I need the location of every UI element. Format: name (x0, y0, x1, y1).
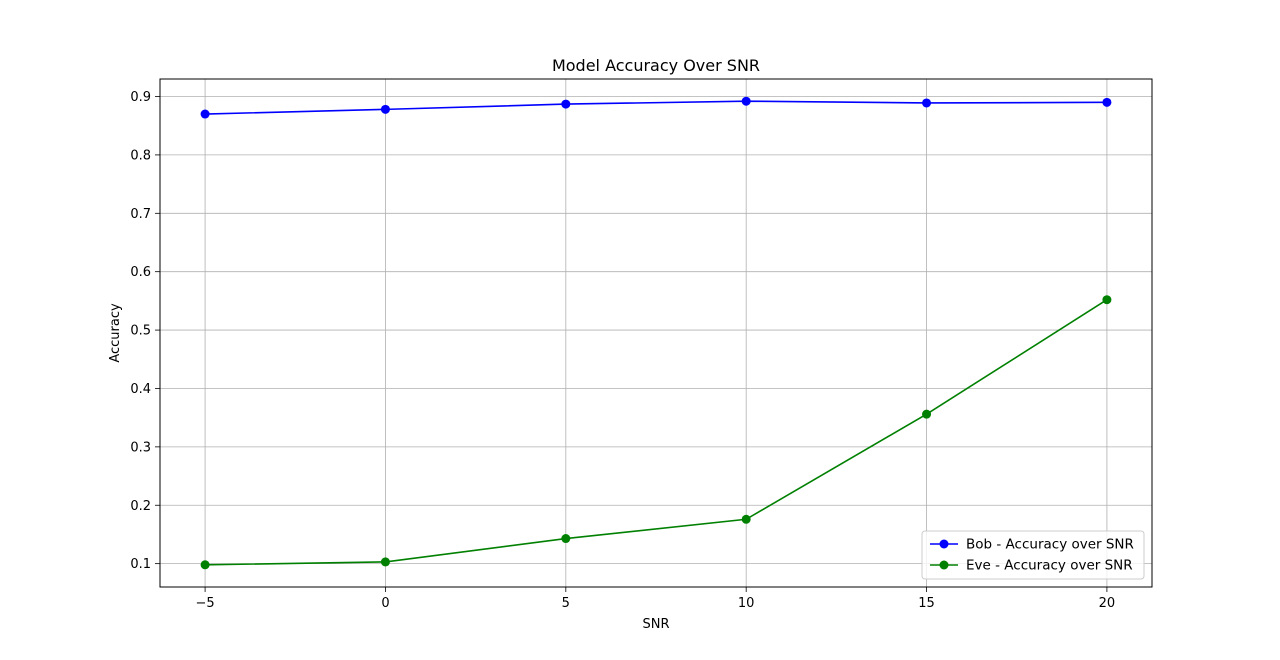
data-point (561, 99, 571, 109)
series-line (205, 100, 1107, 115)
y-tick-label: 0.5 (130, 324, 151, 339)
legend-entry: Eve - Accuracy over SNR (930, 558, 1133, 574)
x-tick-label: −5 (196, 596, 215, 611)
data-point (741, 96, 751, 106)
series-eve (200, 295, 1112, 570)
x-tick-label: 0 (381, 596, 389, 611)
y-tick-label: 0.8 (130, 148, 151, 163)
series-layer (200, 96, 1112, 570)
x-tick-label: 15 (918, 596, 935, 611)
plot-frame (159, 78, 1153, 588)
legend-marker (939, 560, 949, 570)
data-point (200, 109, 210, 119)
y-tick-label: 0.2 (130, 499, 151, 514)
data-point (561, 534, 571, 544)
ticks: −5 0 5 10 15 20 0.1 0.2 0.3 0.4 0.5 0.6 0.7 0.8 0.9 (130, 90, 1115, 611)
data-point (922, 409, 932, 419)
y-axis-label: Accuracy (108, 303, 123, 363)
legend-label: Bob - Accuracy over SNR (966, 537, 1134, 553)
x-tick-label: 10 (738, 596, 755, 611)
y-tick-label: 0.9 (130, 90, 151, 105)
y-tick-label: 0.1 (130, 557, 151, 572)
y-tick-label: 0.3 (130, 440, 151, 455)
y-tick-label: 0.4 (130, 382, 151, 397)
legend-label: Eve - Accuracy over SNR (966, 558, 1133, 574)
y-tick-label: 0.6 (130, 265, 151, 280)
legend-box (921, 530, 1145, 580)
legend-entry: Bob - Accuracy over SNR (930, 537, 1134, 553)
x-tick-label: 5 (562, 596, 570, 611)
data-point (741, 514, 751, 524)
data-point (380, 104, 390, 114)
data-point (380, 557, 390, 567)
data-point (922, 98, 932, 108)
x-axis-label: SNR (642, 617, 669, 632)
chart-title: Model Accuracy Over SNR (552, 56, 760, 75)
legend-marker (939, 539, 949, 549)
data-point (200, 560, 210, 570)
series-line (205, 299, 1108, 566)
x-tick-label: 20 (1099, 596, 1116, 611)
data-point (1102, 97, 1112, 107)
legend: Bob - Accuracy over SNR Eve - Accuracy ov… (921, 530, 1145, 580)
y-tick-label: 0.7 (130, 207, 151, 222)
series-bob (200, 96, 1112, 119)
grid (160, 79, 1152, 587)
data-point (1102, 295, 1112, 305)
